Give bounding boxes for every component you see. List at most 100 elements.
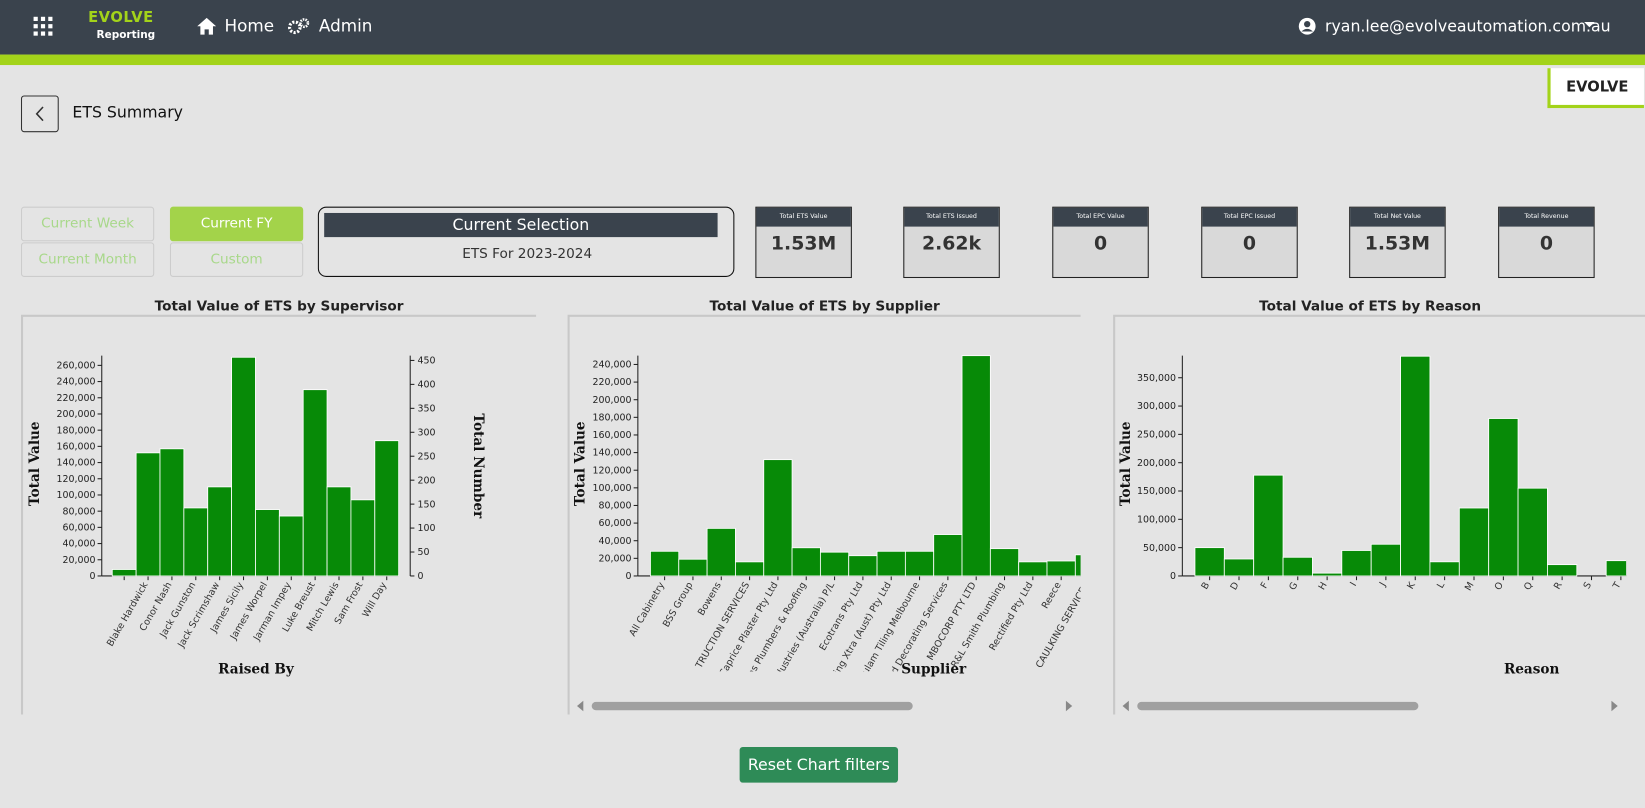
y-tick-label: 60,000 xyxy=(62,523,95,534)
x-axis-title: Raised By xyxy=(218,662,295,678)
bar xyxy=(1253,474,1284,577)
bar xyxy=(989,548,1020,577)
kpi-card: Total Revenue 0 xyxy=(1498,206,1595,279)
y-tick-label: 20,000 xyxy=(599,553,632,564)
scrollbar[interactable] xyxy=(577,700,1618,712)
y-tick-label: 200,000 xyxy=(56,409,95,420)
y-tick-label: 100,000 xyxy=(56,490,95,501)
filter-button[interactable]: Custom xyxy=(169,242,304,277)
nav-home[interactable]: Home xyxy=(224,15,275,36)
filter-button[interactable]: Current Week xyxy=(20,206,155,242)
filter-button[interactable]: Current FY xyxy=(169,206,304,242)
y-tick-label: 150,000 xyxy=(1137,486,1176,497)
y-tick-label: 40,000 xyxy=(62,539,95,550)
y-tick-label: 140,000 xyxy=(56,458,95,469)
chart-title: Total Value of ETS by Supervisor xyxy=(155,299,404,315)
bar xyxy=(678,558,708,577)
x-tick-label: L xyxy=(1435,580,1448,591)
scroll-right[interactable] xyxy=(1065,700,1073,712)
bar xyxy=(819,551,850,577)
selection-title: Current Selection xyxy=(324,212,718,238)
y-tick-label: 180,000 xyxy=(56,425,95,436)
kpi-card: Total Net Value 1.53M xyxy=(1349,206,1446,279)
bar xyxy=(1194,547,1225,577)
bar xyxy=(904,550,935,577)
panel-border xyxy=(1113,314,1645,715)
bar xyxy=(1517,487,1548,577)
x-tick-label: R xyxy=(1552,580,1565,592)
y-tick-label: 250,000 xyxy=(1137,430,1176,441)
kpi-label: Total Net Value xyxy=(1350,207,1445,227)
kpi-card: Total EPC Value 0 xyxy=(1052,206,1149,279)
kpi-label: Total EPC Issued xyxy=(1202,207,1297,227)
apps-icon[interactable] xyxy=(33,16,54,37)
bar xyxy=(933,534,963,577)
y-tick-label: 350,000 xyxy=(1137,373,1176,384)
y-tick-label: 0 xyxy=(1170,571,1176,582)
x-tick-label: O xyxy=(1493,580,1506,592)
back-button[interactable] xyxy=(20,95,59,133)
y-tick-label: 300,000 xyxy=(1137,401,1176,412)
kpi-label: Total Revenue xyxy=(1499,207,1594,227)
brand[interactable]: EVOLVE xyxy=(88,9,154,27)
nav-admin[interactable]: Admin xyxy=(318,15,373,36)
caret[interactable] xyxy=(1584,21,1595,29)
scroll-right[interactable] xyxy=(1611,700,1618,712)
kpi-value: 0 xyxy=(1539,232,1553,255)
bar xyxy=(1370,543,1401,577)
y-tick-label: 80,000 xyxy=(599,501,632,512)
bar xyxy=(961,355,991,577)
bar xyxy=(1547,564,1578,577)
x-tick-label: K xyxy=(1405,580,1418,592)
y-tick-label: 260,000 xyxy=(56,361,95,372)
y-tick-label: 0 xyxy=(89,571,95,582)
y2-tick-label: 200 xyxy=(418,475,436,486)
bar xyxy=(1074,554,1081,577)
bar xyxy=(1458,507,1490,577)
kpi-label: Total ETS Issued xyxy=(904,207,999,227)
bar xyxy=(255,509,280,577)
home-icon xyxy=(197,17,217,35)
bar xyxy=(791,547,821,577)
x-tick-label: T xyxy=(1611,580,1624,592)
scroll-thumb[interactable] xyxy=(591,701,913,711)
kpi-card: Total ETS Issued 2.62k xyxy=(903,206,1000,279)
admin-icon xyxy=(287,18,310,35)
y-tick-label: 0 xyxy=(626,571,632,582)
y-tick-label: 100,000 xyxy=(593,483,632,494)
y-tick-label: 220,000 xyxy=(593,377,632,388)
x-axis-title: Reason xyxy=(1504,662,1560,678)
panel-border xyxy=(20,314,537,715)
x-tick-label: F xyxy=(1259,580,1271,590)
y2-tick-label: 400 xyxy=(418,380,436,391)
bar xyxy=(650,550,680,577)
x-tick-label: R&L Smith Plumbing xyxy=(949,580,1007,669)
x-tick-label: H xyxy=(1317,580,1330,592)
bar xyxy=(1282,556,1313,577)
reset-button[interactable]: Reset Chart filters xyxy=(739,746,899,783)
x-tick-label: S xyxy=(1582,580,1595,591)
bar xyxy=(1223,558,1255,577)
x-tick-label: I xyxy=(1348,580,1359,588)
bar xyxy=(1018,561,1048,577)
filter-button[interactable]: Current Month xyxy=(20,242,155,277)
scroll-thumb[interactable] xyxy=(1137,701,1419,711)
bar xyxy=(231,356,256,577)
bar xyxy=(1400,355,1431,577)
chart-title: Total Value of ETS by Reason xyxy=(1259,299,1481,315)
bar xyxy=(1046,560,1076,577)
panels xyxy=(20,314,1645,715)
scroll-left[interactable] xyxy=(1122,700,1129,712)
x-axis-title: Supplier xyxy=(901,662,967,678)
scroll-left[interactable] xyxy=(577,700,584,712)
x-tick-label: J xyxy=(1377,580,1388,589)
user-menu[interactable]: ryan.lee@evolveautomation.com.au xyxy=(1325,16,1611,36)
bar xyxy=(1429,561,1460,577)
bar xyxy=(1341,550,1372,577)
bar xyxy=(848,555,878,577)
y2-tick-label: 300 xyxy=(418,427,436,438)
y-tick-label: 240,000 xyxy=(56,377,95,388)
y-axis-title: Total Value xyxy=(27,421,43,506)
